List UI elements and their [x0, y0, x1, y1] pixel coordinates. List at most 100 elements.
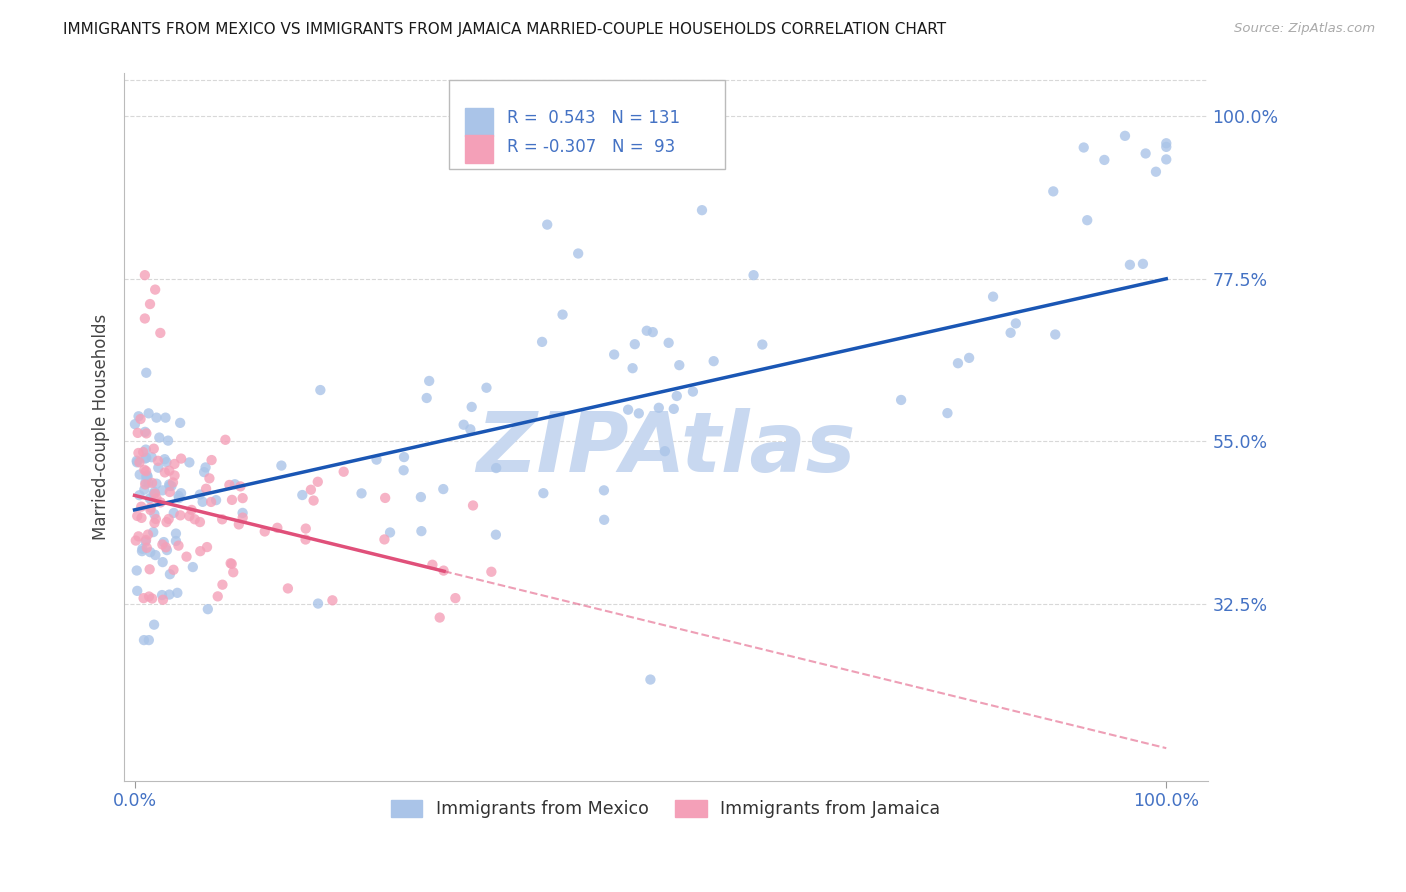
Legend: Immigrants from Mexico, Immigrants from Jamaica: Immigrants from Mexico, Immigrants from … — [384, 793, 948, 825]
Point — [128, 488, 150, 502]
Point — [157, 477, 180, 491]
Point — [621, 361, 644, 376]
Point — [128, 409, 150, 424]
Point — [152, 555, 174, 569]
Point — [157, 512, 180, 526]
Point — [134, 268, 156, 282]
Point — [229, 479, 252, 493]
Point — [138, 406, 160, 420]
Point — [668, 358, 690, 372]
Point — [321, 593, 343, 607]
Point — [136, 468, 159, 483]
Point — [163, 457, 186, 471]
Point — [136, 527, 159, 541]
Point — [138, 633, 160, 648]
Point — [124, 417, 146, 432]
Point — [415, 391, 437, 405]
Point — [169, 508, 191, 523]
Point — [167, 491, 190, 505]
Point — [152, 535, 174, 549]
Point — [141, 475, 163, 490]
Point — [742, 268, 765, 282]
Point — [1042, 185, 1064, 199]
Point — [392, 450, 415, 464]
Point — [155, 410, 177, 425]
Point — [200, 495, 222, 509]
Point — [188, 515, 211, 529]
Point — [332, 465, 354, 479]
Point — [485, 527, 508, 541]
Point — [703, 354, 725, 368]
Point — [152, 483, 174, 498]
Point — [623, 337, 645, 351]
Point — [294, 533, 316, 547]
Point — [136, 469, 159, 483]
Point — [197, 602, 219, 616]
Bar — [465, 108, 492, 136]
Point — [159, 567, 181, 582]
Point — [302, 493, 325, 508]
Point — [167, 489, 190, 503]
Point — [593, 513, 616, 527]
Point — [135, 442, 157, 457]
Point — [411, 524, 433, 538]
Point — [134, 463, 156, 477]
Point — [157, 464, 180, 478]
Point — [531, 334, 554, 349]
Point — [129, 500, 152, 514]
Point — [131, 511, 153, 525]
Point — [1045, 327, 1067, 342]
Point — [125, 455, 148, 469]
Text: R = -0.307   N =  93: R = -0.307 N = 93 — [506, 138, 675, 156]
Point — [1119, 258, 1142, 272]
Point — [374, 491, 396, 505]
Point — [159, 485, 181, 500]
Point — [180, 503, 202, 517]
Point — [169, 416, 191, 430]
Point — [946, 356, 969, 370]
Point — [135, 450, 157, 465]
Point — [149, 495, 172, 509]
Point — [128, 455, 150, 469]
Point — [214, 433, 236, 447]
Point — [373, 533, 395, 547]
Point — [148, 431, 170, 445]
Text: IMMIGRANTS FROM MEXICO VS IMMIGRANTS FROM JAMAICA MARRIED-COUPLE HOUSEHOLDS CORR: IMMIGRANTS FROM MEXICO VS IMMIGRANTS FRO… — [63, 22, 946, 37]
Point — [432, 482, 454, 496]
Point — [145, 410, 167, 425]
Point — [299, 483, 322, 497]
Point — [1154, 140, 1177, 154]
Point — [195, 540, 218, 554]
Point — [221, 492, 243, 507]
Point — [155, 541, 177, 555]
Point — [567, 246, 589, 260]
Point — [460, 422, 482, 436]
Point — [221, 557, 243, 571]
Point — [135, 469, 157, 483]
Point — [751, 337, 773, 351]
Point — [162, 475, 184, 490]
Point — [1076, 213, 1098, 227]
Point — [662, 401, 685, 416]
Point — [232, 506, 254, 520]
Point — [170, 486, 193, 500]
Point — [218, 478, 240, 492]
Point — [165, 526, 187, 541]
Point — [149, 326, 172, 340]
Point — [135, 426, 157, 441]
Point — [1004, 317, 1026, 331]
Point — [1114, 128, 1136, 143]
Point — [145, 491, 167, 506]
Point — [551, 308, 574, 322]
Point — [134, 483, 156, 497]
Point — [139, 545, 162, 559]
Point — [138, 475, 160, 490]
Point — [143, 484, 166, 499]
Point — [131, 541, 153, 556]
Point — [475, 381, 498, 395]
Point — [143, 283, 166, 297]
Point — [153, 452, 176, 467]
Point — [603, 347, 626, 361]
Point — [163, 506, 186, 520]
Point — [957, 351, 980, 365]
